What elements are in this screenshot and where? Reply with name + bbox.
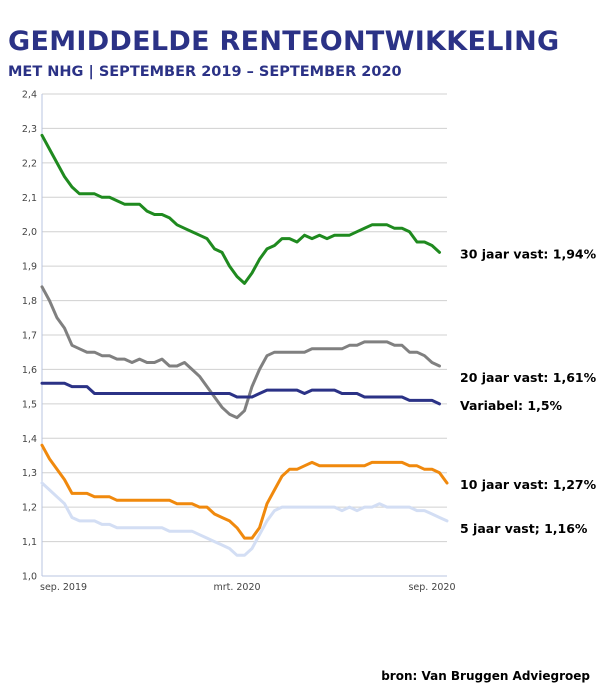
page-subtitle: MET NHG | SEPTEMBER 2019 – SEPTEMBER 202… <box>8 64 402 80</box>
grid-lines <box>42 93 447 543</box>
y-tick-label: 1,9 <box>22 262 37 273</box>
series-lines <box>40 133 449 557</box>
y-tick-label: 1,5 <box>22 399 37 410</box>
series-label-variabel: Variabel: 1,5% <box>460 398 563 413</box>
series-labels: 30 jaar vast: 1,94% 20 jaar vast: 1,61% Va… <box>460 246 597 536</box>
series-line-5-jaar-vast <box>40 481 449 557</box>
series-line-variabel <box>40 381 441 406</box>
y-tick-label: 1,3 <box>22 468 37 479</box>
axes: 1,0 1,1 1,2 1,3 1,4 1,5 1,6 1,7 1,8 1,9 2,0 2,1 2,2 2… <box>22 90 456 594</box>
y-tick-label: 2,3 <box>22 124 37 135</box>
y-tick-label: 2,0 <box>22 227 37 238</box>
x-tick-label: mrt. 2020 <box>213 582 260 593</box>
series-line-10-jaar-vast <box>40 443 449 540</box>
series-label-30-jaar-vast: 30 jaar vast: 1,94% <box>460 246 597 261</box>
series-label-10-jaar-vast: 10 jaar vast: 1,27% <box>460 477 597 492</box>
y-tick-label: 1,1 <box>22 537 37 548</box>
y-tick-label: 2,4 <box>22 90 37 101</box>
y-tick-label: 1,7 <box>22 331 37 342</box>
source-note: bron: Van Bruggen Adviegroep <box>381 669 590 683</box>
series-label-5-jaar-vast: 5 jaar vast; 1,16% <box>460 521 588 536</box>
y-tick-label: 1,6 <box>22 365 37 376</box>
page-title: GEMIDDELDE RENTEONTWIKKELING <box>8 26 560 57</box>
x-tick-label: sep. 2019 <box>40 582 87 593</box>
y-tick-label: 1,8 <box>22 296 37 307</box>
x-tick-label: sep. 2020 <box>408 582 455 593</box>
y-tick-label: 2,2 <box>22 158 37 169</box>
y-tick-label: 2,1 <box>22 193 37 204</box>
y-tick-label: 1,2 <box>22 503 37 514</box>
series-line-30-jaar-vast <box>40 133 441 285</box>
series-label-20-jaar-vast: 20 jaar vast: 1,61% <box>460 370 597 385</box>
series-line-20-jaar-vast <box>40 285 441 420</box>
y-tick-label: 1,4 <box>22 434 37 445</box>
y-tick-label: 1,0 <box>22 572 37 583</box>
